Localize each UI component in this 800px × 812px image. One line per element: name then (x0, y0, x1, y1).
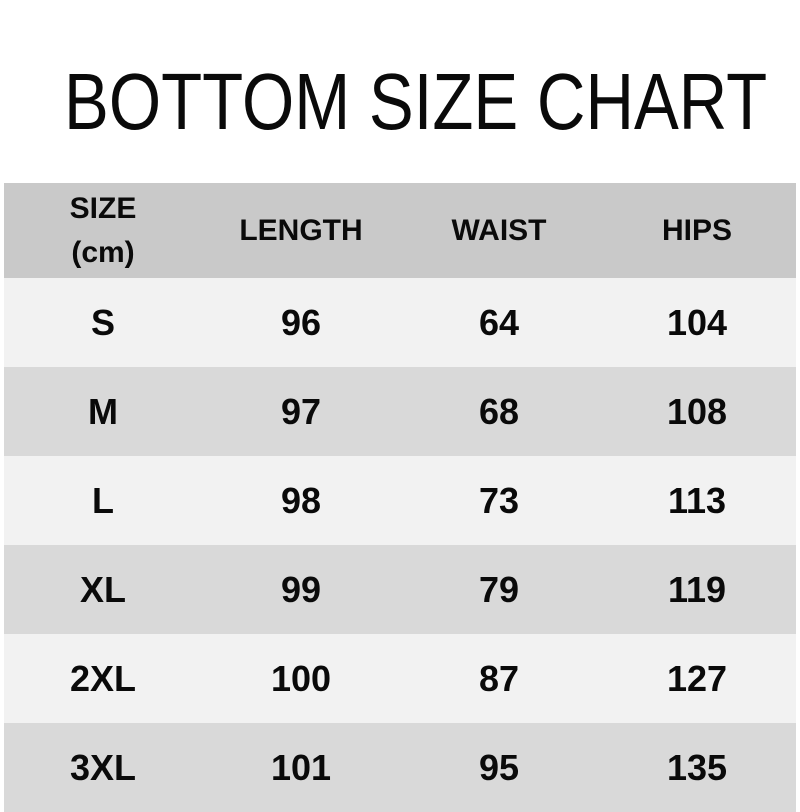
length-cell: 97 (280, 390, 322, 432)
size-cell: 2XL (69, 657, 137, 699)
table-row: M 97 68 108 (4, 367, 796, 456)
size-chart: SIZE (cm) LENGTH WAIST HIPS S 96 64 104 … (4, 183, 796, 812)
hips-cell: 119 (667, 568, 727, 610)
size-cell: L (92, 479, 114, 521)
table-row: 2XL 100 87 127 (4, 634, 796, 723)
length-cell: 100 (270, 657, 332, 699)
size-header-unit: (cm) (71, 235, 135, 269)
hips-cell: 135 (666, 746, 728, 788)
table-row: L 98 73 113 (4, 456, 796, 545)
table-row: S 96 64 104 (4, 278, 796, 367)
table-body: S 96 64 104 M 97 68 108 L 98 73 113 XL 9… (4, 278, 796, 812)
waist-cell: 87 (478, 657, 520, 699)
column-header-size: SIZE (cm) (4, 183, 202, 278)
page-title: BOTTOM SIZE CHART (64, 57, 768, 146)
size-cell: M (88, 390, 118, 432)
length-cell: 99 (280, 568, 322, 610)
length-cell: 98 (280, 479, 322, 521)
waist-cell: 73 (478, 479, 520, 521)
header-row: SIZE (cm) LENGTH WAIST HIPS (4, 183, 796, 278)
hips-cell: 127 (666, 657, 728, 699)
size-header-label: SIZE (69, 191, 137, 225)
column-header-hips: HIPS (598, 183, 796, 278)
length-cell: 101 (270, 746, 332, 788)
waist-cell: 64 (478, 301, 520, 343)
size-cell: 3XL (69, 746, 137, 788)
size-chart-table: SIZE (cm) LENGTH WAIST HIPS S 96 64 104 … (4, 183, 796, 812)
hips-cell: 108 (666, 390, 728, 432)
hips-cell: 113 (667, 479, 727, 521)
size-cell: XL (79, 568, 126, 610)
size-cell: S (90, 301, 115, 343)
table-header: SIZE (cm) LENGTH WAIST HIPS (4, 183, 796, 278)
table-row: XL 99 79 119 (4, 545, 796, 634)
waist-cell: 68 (478, 390, 520, 432)
table-row: 3XL 101 95 135 (4, 723, 796, 812)
hips-cell: 104 (666, 301, 728, 343)
column-header-waist: WAIST (400, 183, 598, 278)
length-cell: 96 (280, 301, 322, 343)
column-header-length: LENGTH (202, 183, 400, 278)
waist-cell: 79 (478, 568, 520, 610)
waist-cell: 95 (478, 746, 520, 788)
